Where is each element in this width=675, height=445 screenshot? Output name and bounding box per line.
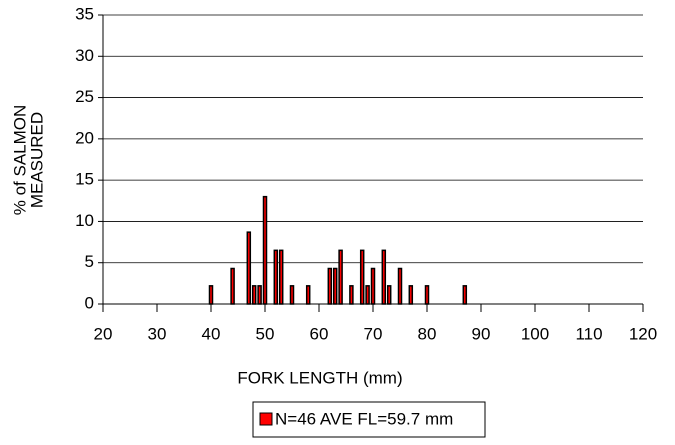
bar — [305, 285, 311, 305]
y-tick-label: 15 — [75, 170, 94, 189]
bar — [332, 267, 338, 305]
bar — [386, 285, 392, 305]
y-tick-label: 10 — [75, 211, 94, 230]
y-tick-label: 35 — [75, 4, 94, 23]
bar — [338, 249, 343, 305]
x-axis-label: FORK LENGTH (mm) — [237, 368, 402, 387]
bar — [370, 267, 376, 305]
bar — [262, 195, 268, 305]
bar — [327, 267, 333, 305]
bar — [408, 285, 414, 305]
bar — [230, 267, 235, 305]
x-tick-label: 100 — [521, 324, 549, 343]
x-tick-label: 110 — [575, 324, 602, 343]
x-tick-label: 20 — [94, 324, 113, 343]
x-tick-label: 60 — [310, 324, 329, 343]
legend-box — [252, 401, 486, 438]
bar — [381, 249, 387, 305]
bar — [424, 285, 430, 305]
x-tick-label: 90 — [472, 324, 491, 343]
x-tick-label: 80 — [418, 324, 437, 343]
legend-swatch — [259, 412, 273, 426]
y-axis-label: % of SALMON — [10, 105, 29, 216]
y-tick-label: 5 — [85, 252, 94, 271]
bar — [246, 231, 252, 305]
bar — [257, 285, 262, 305]
bar — [397, 267, 403, 305]
bar — [462, 285, 468, 305]
bar — [278, 249, 284, 305]
y-tick-label: 25 — [75, 87, 94, 106]
legend-label: N=46 AVE FL=59.7 mm — [275, 409, 453, 428]
bar — [349, 285, 354, 305]
y-axis-label: MEASURED — [27, 112, 46, 208]
bar — [208, 285, 214, 305]
x-tick-label: 40 — [202, 324, 221, 343]
y-tick-label: 0 — [85, 293, 94, 312]
x-tick-label: 50 — [256, 324, 275, 343]
y-tick-label: 20 — [75, 128, 94, 147]
y-tick-label: 30 — [75, 46, 94, 65]
x-tick-label: 70 — [364, 324, 383, 343]
x-tick-label: 30 — [148, 324, 167, 343]
x-tick-label: 120 — [629, 324, 657, 343]
bar — [251, 285, 257, 305]
bar — [359, 249, 365, 305]
bar — [273, 249, 279, 305]
bar — [365, 285, 370, 305]
bar — [289, 285, 295, 305]
